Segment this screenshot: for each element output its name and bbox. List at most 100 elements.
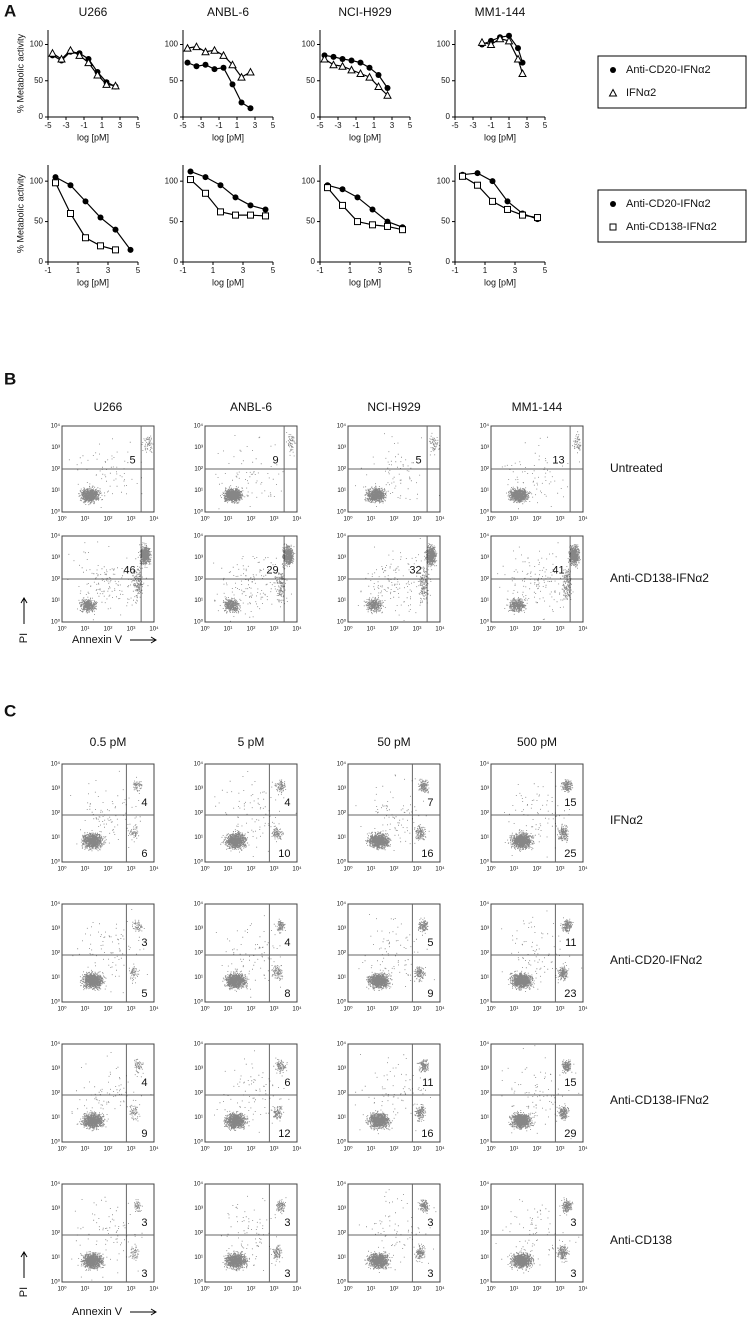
x-tick-label: 10¹	[367, 517, 376, 523]
marker	[477, 37, 487, 46]
cell-dots	[495, 1197, 580, 1274]
x-tick-label: 10⁴	[435, 866, 445, 873]
y-tick-label: 10²	[51, 951, 60, 957]
y-tick-label: 10³	[337, 445, 346, 451]
marker	[232, 211, 239, 219]
y-tick-label: 10⁰	[480, 509, 490, 516]
y-tick-label: 10⁴	[51, 761, 61, 768]
marker	[57, 54, 66, 63]
marker	[52, 174, 59, 181]
x-axis-label: log [pM]	[77, 132, 109, 142]
y-tick-label: 10⁴	[480, 901, 490, 908]
x-axis-label: log [pM]	[349, 277, 381, 287]
marker	[339, 186, 346, 193]
plot-frame	[490, 763, 584, 863]
marker	[217, 182, 224, 189]
marker	[193, 63, 200, 70]
y-tick-label: 10⁴	[480, 761, 490, 768]
y-tick-label: 10³	[51, 786, 60, 792]
x-axis-label: Annexin V	[72, 1306, 123, 1318]
marker	[320, 54, 329, 63]
x-tick-label: 10¹	[81, 1007, 90, 1013]
quadrant-value: 11	[565, 937, 576, 949]
marker	[217, 208, 224, 216]
x-axis-label: log [pM]	[212, 277, 244, 287]
quadrant-value: 3	[570, 1268, 576, 1280]
quadrant-value: 3	[570, 1217, 576, 1229]
y-tick-label: 10⁴	[51, 533, 61, 540]
y-tick-label: 10³	[337, 1206, 346, 1212]
x-tick-label: 10²	[390, 867, 399, 873]
x-tick-label: 10²	[533, 517, 542, 523]
y-tick-label: 10²	[194, 951, 203, 957]
marker	[187, 168, 194, 175]
x-tick-label: 10⁰	[57, 1146, 67, 1153]
marker	[229, 81, 236, 88]
y-tick-label: 10²	[51, 1231, 60, 1237]
panel-label: B	[4, 369, 16, 388]
plot-frame	[347, 1183, 441, 1283]
y-tick-label: 10⁴	[337, 423, 347, 430]
arrow	[130, 1308, 157, 1316]
marker	[519, 211, 526, 219]
x-tick-label: 10¹	[367, 1007, 376, 1013]
marker	[220, 64, 227, 71]
marker	[262, 212, 269, 220]
y-tick-label: 50	[441, 217, 450, 226]
y-tick-label: 10³	[194, 926, 203, 932]
x-tick-label: 10⁴	[292, 866, 302, 873]
y-tick-label: 10¹	[337, 975, 346, 981]
marker	[610, 201, 616, 207]
x-tick-label: 10²	[533, 627, 542, 633]
x-tick-label: 10⁰	[343, 516, 353, 523]
x-tick-label: 10⁰	[343, 626, 353, 633]
y-tick-label: 50	[306, 217, 315, 226]
y-tick-label: 10³	[194, 1066, 203, 1072]
y-tick-label: 0	[174, 257, 179, 266]
x-tick-label: 10¹	[224, 1287, 233, 1293]
y-tick-label: 10¹	[480, 488, 489, 494]
marker	[84, 58, 93, 67]
chart-title: U266	[79, 5, 108, 19]
marker	[201, 47, 210, 56]
quadrant-value: 29	[266, 564, 278, 576]
x-tick-label: 3	[106, 266, 111, 275]
x-tick-label: 10²	[247, 627, 256, 633]
y-tick-label: 10⁰	[480, 859, 490, 866]
y-tick-label: 10³	[480, 926, 489, 932]
quadrant-value: 3	[427, 1217, 433, 1229]
x-tick-label: 10⁴	[292, 1286, 302, 1293]
quadrant-value: 25	[564, 848, 576, 860]
marker	[66, 45, 75, 54]
y-tick-label: 10²	[194, 1091, 203, 1097]
marker	[338, 61, 347, 70]
x-tick-label: 10²	[247, 1007, 256, 1013]
y-tick-label: 10³	[194, 555, 203, 561]
y-tick-label: 0	[39, 257, 44, 266]
marker	[534, 214, 541, 222]
marker	[608, 88, 618, 97]
marker	[515, 45, 521, 52]
y-tick-label: 0	[446, 112, 451, 121]
x-tick-label: 10¹	[224, 1007, 233, 1013]
x-tick-label: 10¹	[224, 1147, 233, 1153]
x-tick-label: 10⁴	[149, 866, 159, 873]
y-tick-label: 10⁰	[337, 999, 347, 1006]
y-tick-label: 10¹	[51, 975, 60, 981]
x-tick-label: 10⁰	[486, 1146, 496, 1153]
x-tick-label: 1	[507, 121, 512, 130]
marker	[183, 43, 192, 52]
x-tick-label: 1	[235, 121, 240, 130]
y-tick-label: 10²	[51, 577, 60, 583]
x-tick-label: 10⁴	[578, 516, 588, 523]
cell-dots	[215, 915, 286, 998]
x-tick-label: -5	[451, 121, 459, 130]
y-tick-label: 10²	[480, 577, 489, 583]
plot-frame	[347, 763, 441, 863]
x-tick-label: 10⁴	[435, 1286, 445, 1293]
x-tick-label: 10²	[247, 517, 256, 523]
marker	[369, 206, 376, 213]
x-tick-label: -1	[179, 266, 187, 275]
x-tick-label: 3	[513, 266, 518, 275]
plot-frame	[204, 763, 298, 863]
